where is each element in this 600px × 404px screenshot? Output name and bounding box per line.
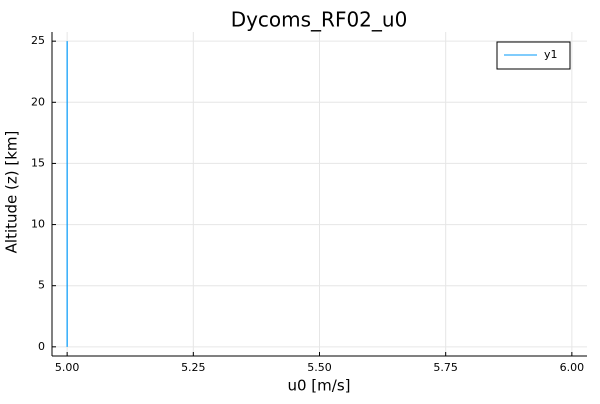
y-tick-label: 10 xyxy=(31,218,45,231)
y-tick-label: 20 xyxy=(31,95,45,108)
x-tick-label: 5.00 xyxy=(55,361,80,374)
y-tick-label: 15 xyxy=(31,156,45,169)
x-tick-label: 5.50 xyxy=(307,361,332,374)
legend: y1 xyxy=(496,41,571,70)
x-tick-label: 6.00 xyxy=(560,361,585,374)
y-tick-label: 5 xyxy=(38,279,45,292)
chart-title: Dycoms_RF02_u0 xyxy=(231,8,408,32)
legend-label-y1: y1 xyxy=(544,48,558,61)
y-tick-label: 25 xyxy=(31,34,45,47)
grid xyxy=(52,32,587,356)
x-tick-label: 5.25 xyxy=(181,361,206,374)
y-axis-title: Altitude (z) [km] xyxy=(3,131,21,254)
y-tick-label: 0 xyxy=(38,340,45,353)
x-tick-label: 5.75 xyxy=(433,361,458,374)
axes: 5.00 5.25 5.50 5.75 6.00 0 5 10 15 20 25 xyxy=(31,32,587,374)
x-axis-title: u0 [m/s] xyxy=(287,377,350,395)
